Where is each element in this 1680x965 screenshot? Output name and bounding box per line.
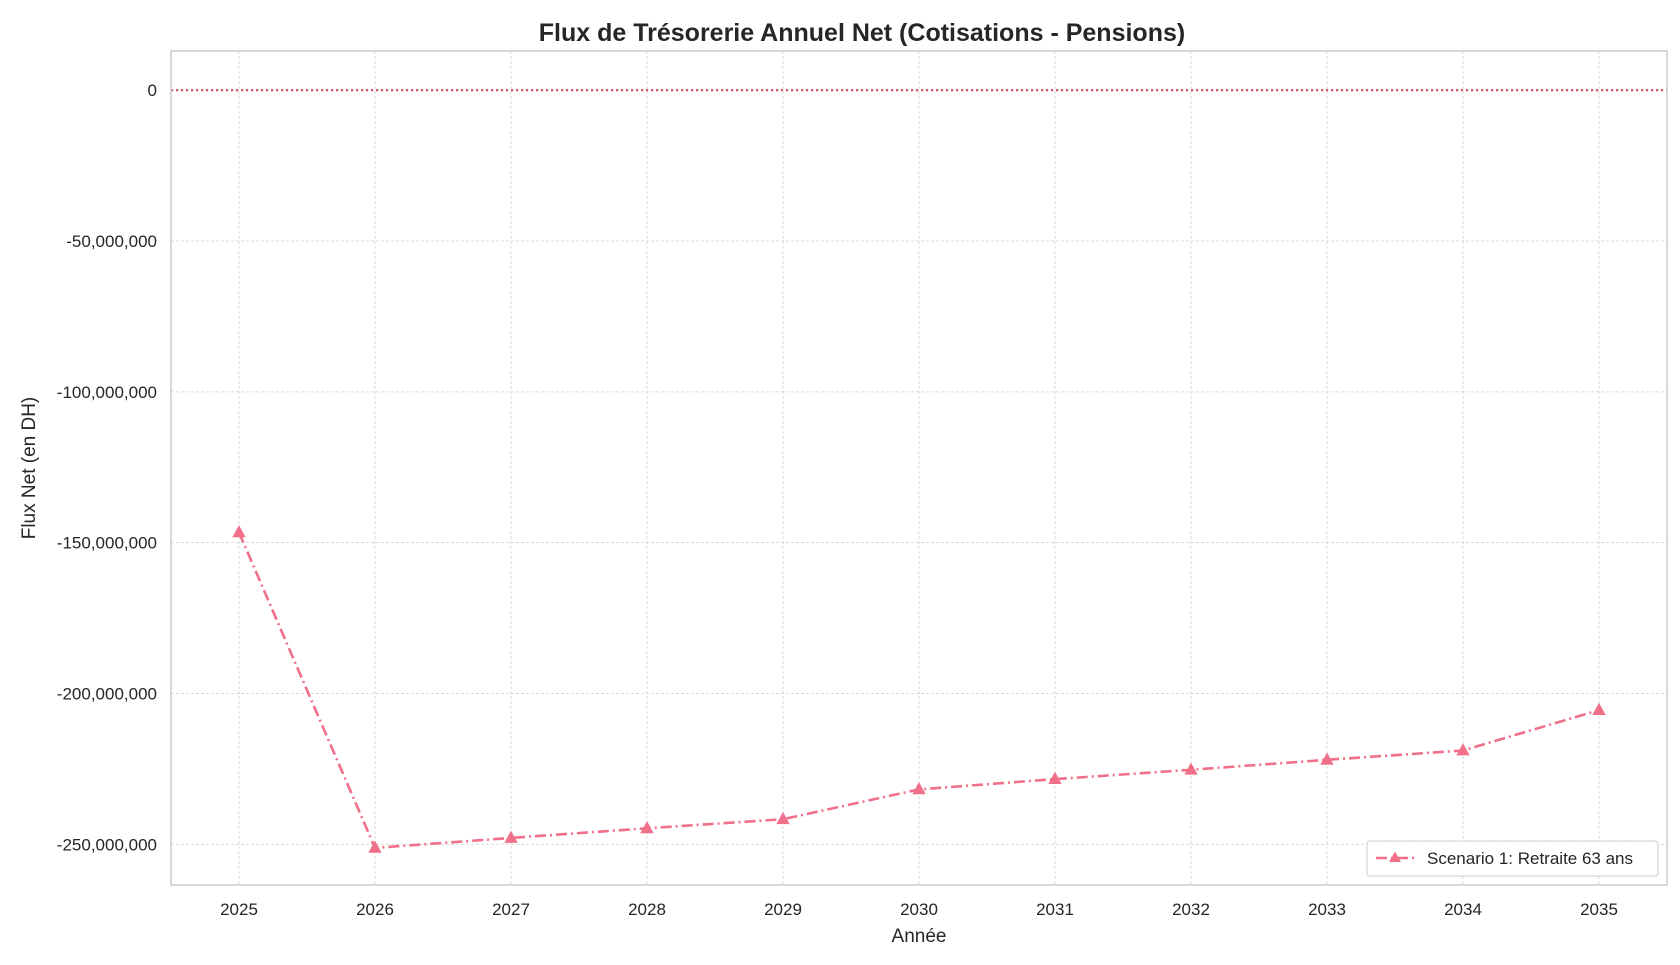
y-axis-ticks: 0 -50,000,000 -100,000,000 -150,000,000 -200…	[57, 81, 157, 854]
x-tick-label-2035: 2035	[1580, 900, 1618, 919]
data-point-2030	[912, 782, 926, 795]
x-axis-ticks: 2025 2026 2027 2028 2029 2030 2031 2032 2033 2034…	[220, 900, 1618, 919]
x-axis-label: Année	[892, 926, 947, 947]
x-tick-label-2027: 2027	[492, 900, 530, 919]
data-point-2025	[232, 525, 246, 538]
legend-box	[1366, 840, 1659, 877]
x-tick-label-2034: 2034	[1444, 900, 1482, 919]
x-tick-label-2029: 2029	[764, 900, 802, 919]
x-tick-label-2026: 2026	[356, 900, 394, 919]
data-point-2028	[640, 820, 654, 834]
legend-label: Scenario 1: Retraite 63 ans	[1427, 849, 1633, 868]
y-tick-label-1: -50,000,000	[66, 232, 157, 251]
y-tick-label-3: -150,000,000	[57, 534, 157, 553]
x-tick-label-2025: 2025	[220, 900, 258, 919]
legend-triangle-marker	[1389, 851, 1401, 862]
data-point-2033	[1320, 752, 1334, 765]
data-point-2035	[1592, 702, 1606, 715]
data-point-2034	[1456, 743, 1470, 756]
plot-area-frame	[170, 50, 1668, 886]
data-point-2029	[776, 811, 790, 825]
y-tick-label-5: -250,000,000	[57, 835, 157, 854]
chart-title: Flux de Trésorerie Annuel Net (Cotisatio…	[539, 19, 1185, 47]
data-point-2027	[504, 830, 518, 843]
data-point-2026	[368, 840, 382, 853]
series-group	[232, 525, 1606, 853]
y-tick-label-2: -100,000,000	[57, 383, 157, 402]
x-tick-label-2031: 2031	[1036, 900, 1074, 919]
y-axis-label: Flux Net (en DH)	[19, 397, 40, 540]
x-tick-label-2032: 2032	[1172, 900, 1210, 919]
data-point-2032	[1184, 762, 1198, 775]
data-point-2031	[1048, 771, 1062, 785]
y-tick-label-4: -200,000,000	[57, 684, 157, 703]
y-tick-label-0: 0	[148, 81, 157, 100]
x-tick-label-2030: 2030	[900, 900, 938, 919]
x-tick-label-2033: 2033	[1308, 900, 1346, 919]
x-tick-label-2028: 2028	[628, 900, 666, 919]
legend: Scenario 1: Retraite 63 ans	[1366, 840, 1659, 877]
